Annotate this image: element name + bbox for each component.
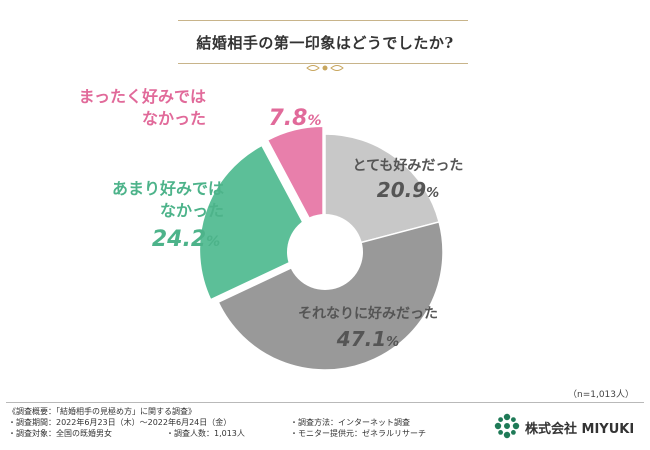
ornament-icon	[303, 64, 347, 72]
slice-label-not-at-all: まったく好みではなかった	[79, 87, 206, 128]
survey-method: ・調査方法：インターネット調査	[290, 418, 410, 427]
survey-heading: 《調査概要：「結婚相手の見極め方」に関する調査》	[8, 407, 196, 416]
donut-chart: とても好みだった 20.9% それなりに好みだった 47.1% あまり好みではなかった 2…	[79, 87, 464, 371]
donut-hole	[287, 214, 363, 290]
survey-target: ・調査対象：全国の既婚男女	[8, 429, 112, 438]
slice-value-somewhat-like: 47.1%	[336, 327, 399, 351]
slice-label-not-much: あまり好みではなかった	[112, 179, 224, 220]
survey-count: ・調査人数：1,013人	[166, 429, 245, 438]
survey-summary: 《調査概要：「結婚相手の見極め方」に関する調査》 ・調査期間：2022年6月23…	[8, 406, 478, 438]
slice-somewhat-like	[217, 221, 444, 371]
slice-label-somewhat-like: それなりに好みだった	[298, 305, 438, 322]
footer-rule	[6, 402, 644, 403]
slice-value-not-much: 24.2%	[152, 227, 220, 252]
chart-title: 結婚相手の第一印象はどうでしたか?	[196, 34, 454, 52]
brand-logo: 株式会社 MIYUKI	[494, 413, 644, 439]
title-top-rule	[178, 20, 468, 21]
brand-name: 株式会社 MIYUKI	[525, 422, 635, 437]
miyuki-logo-icon	[494, 413, 520, 439]
sample-size: （n=1,013人）	[567, 390, 634, 400]
slice-not-much	[198, 144, 319, 301]
title-bottom-rule	[178, 63, 468, 64]
slice-value-not-at-all: 7.8%	[268, 106, 321, 131]
survey-period: ・調査期間：2022年6月23日（木）〜2022年6月24日（金）	[8, 418, 232, 427]
slice-value-very-like: 20.9%	[377, 178, 439, 202]
slice-not-at-all	[266, 125, 324, 245]
slice-label-very-like: とても好みだった	[353, 157, 464, 174]
slice-very-like	[324, 133, 441, 253]
survey-provider: ・モニター提供元：ゼネラルリサーチ	[290, 429, 426, 438]
